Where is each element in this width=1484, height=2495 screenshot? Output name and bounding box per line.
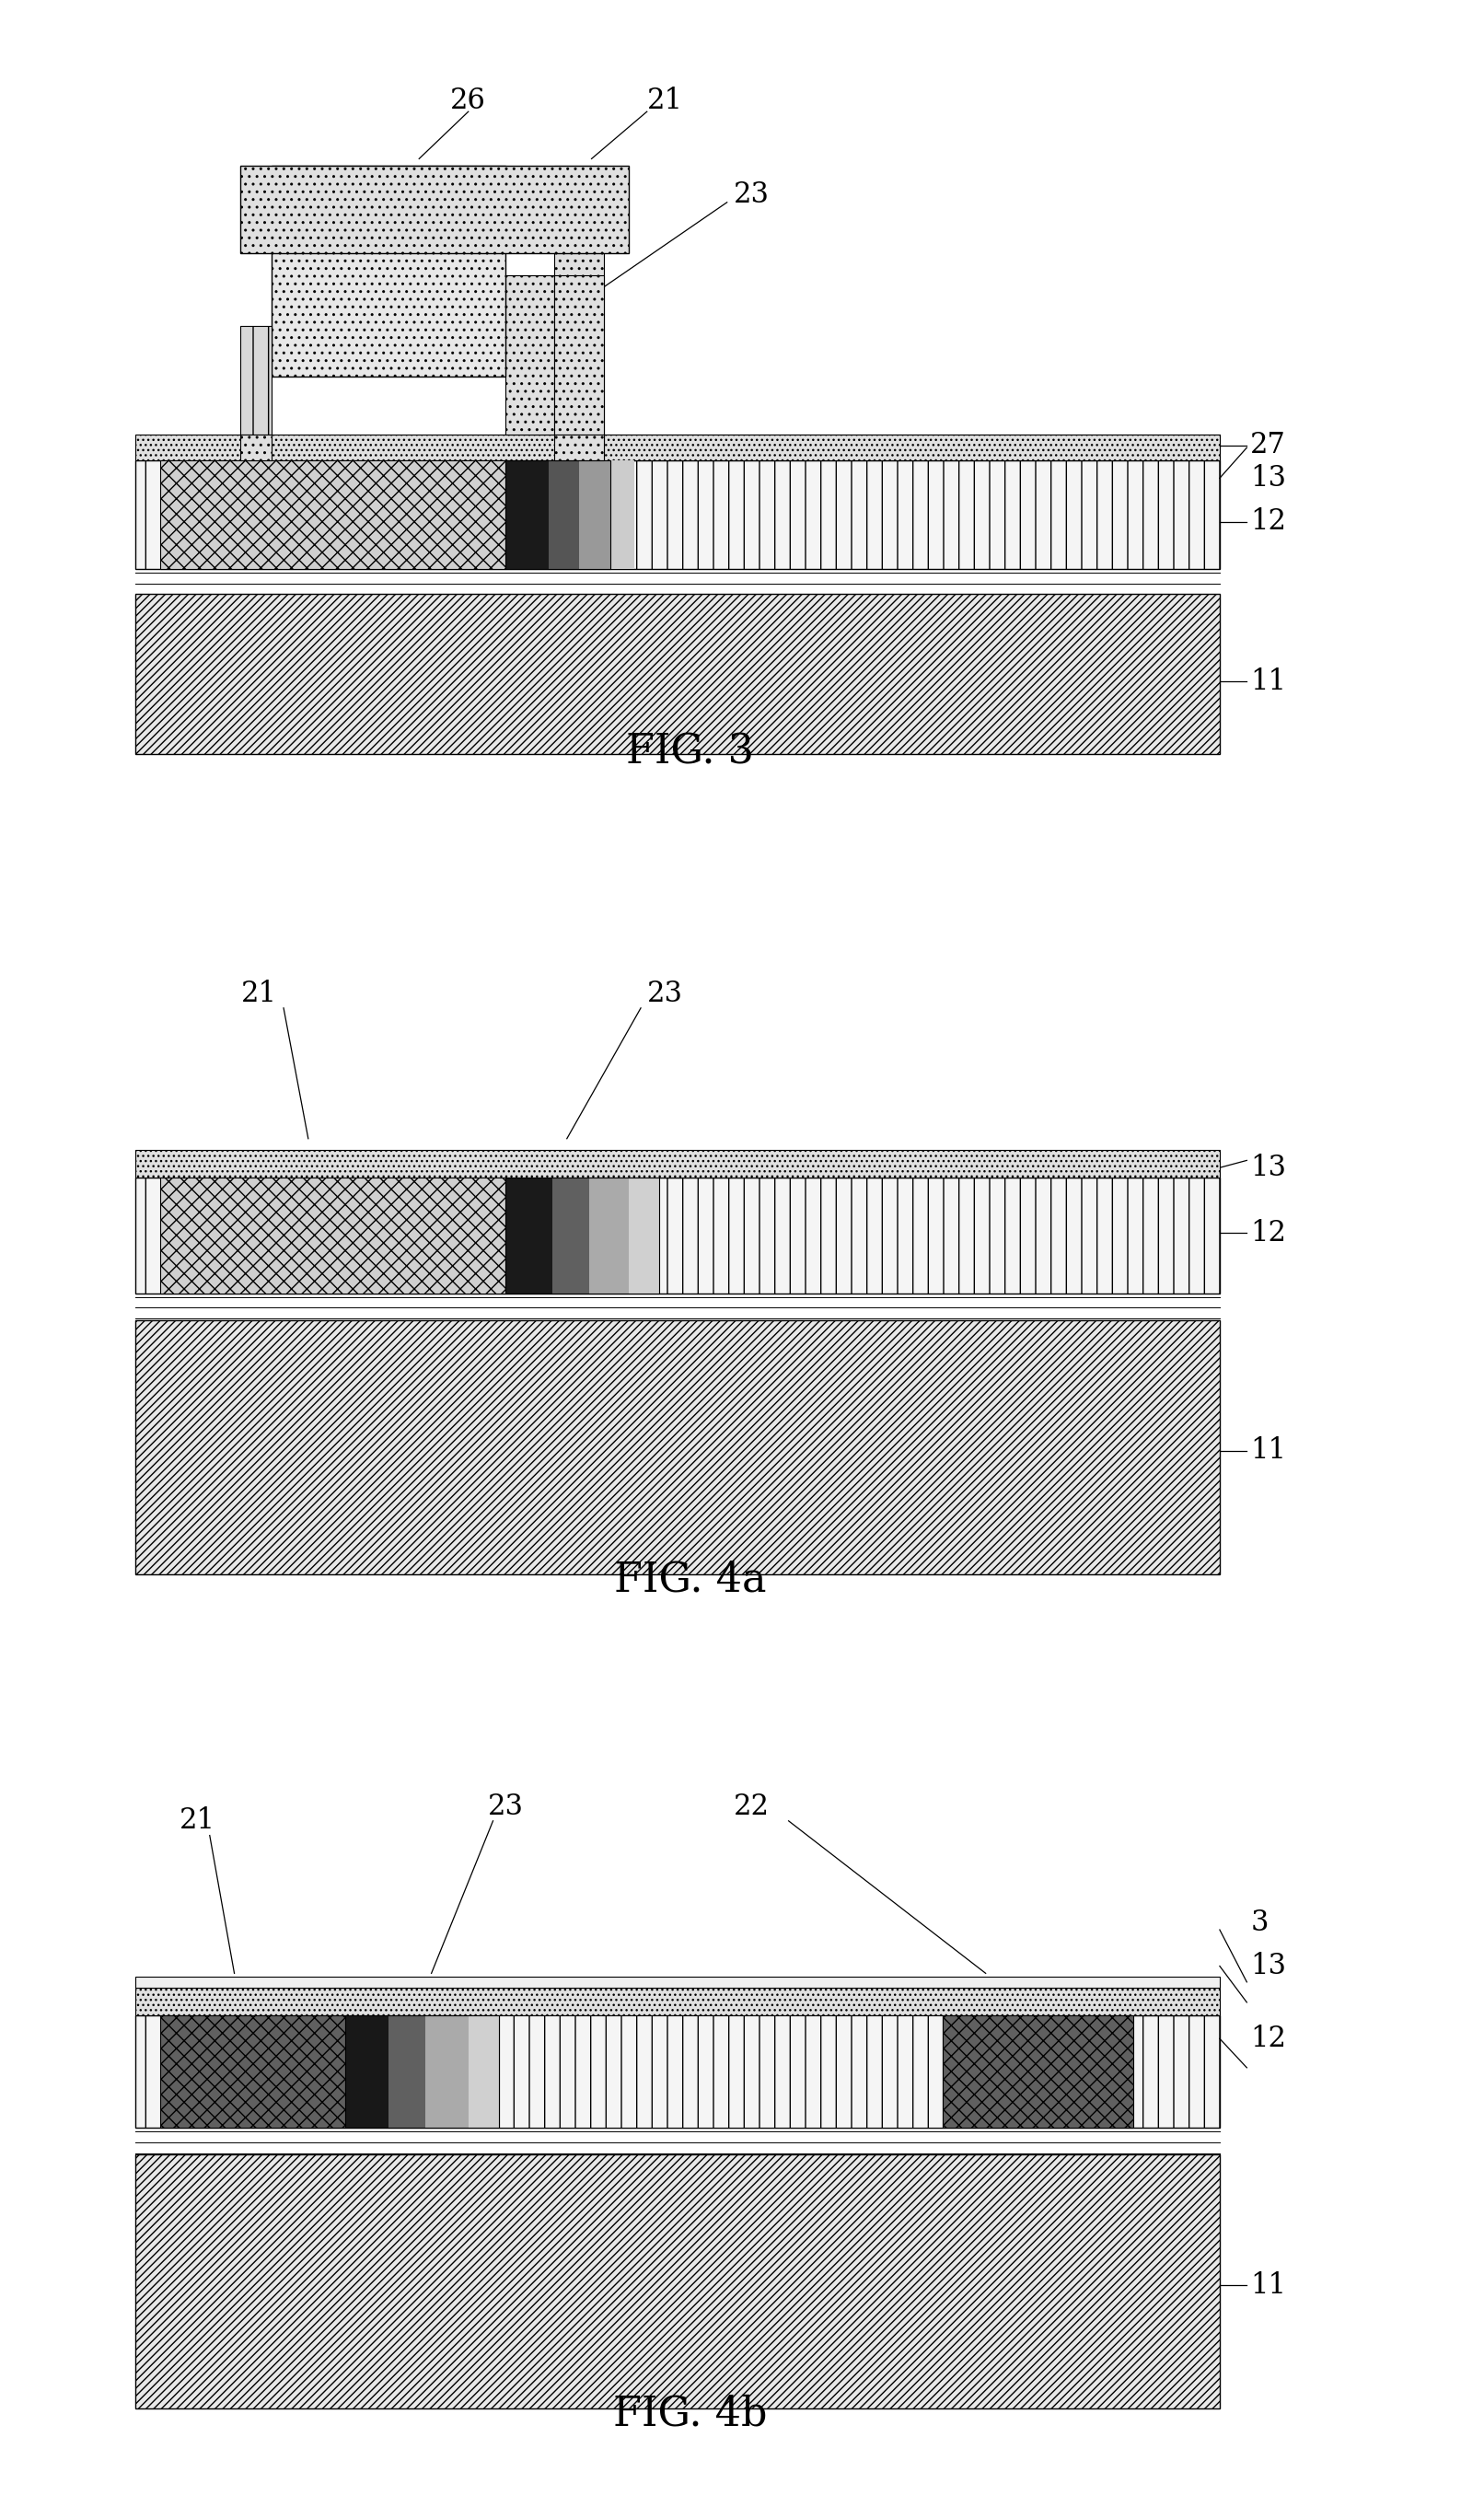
- Bar: [160, 2016, 346, 2128]
- Bar: [137, 1989, 1220, 2016]
- Bar: [505, 274, 555, 434]
- Bar: [552, 1178, 589, 1292]
- Text: 13: 13: [1251, 464, 1287, 492]
- Bar: [160, 1178, 505, 1292]
- Bar: [579, 459, 610, 569]
- Bar: [555, 167, 604, 434]
- Bar: [505, 1178, 552, 1292]
- Bar: [604, 434, 1220, 459]
- Bar: [137, 2016, 1220, 2128]
- Text: FIG. 3: FIG. 3: [626, 734, 754, 771]
- Bar: [505, 459, 610, 569]
- Bar: [610, 459, 635, 569]
- Bar: [555, 434, 604, 459]
- Bar: [346, 2016, 499, 2128]
- Text: 21: 21: [180, 1806, 215, 1836]
- Bar: [629, 1178, 659, 1292]
- Text: 23: 23: [487, 1791, 524, 1821]
- Text: 23: 23: [647, 978, 683, 1008]
- Bar: [499, 2016, 942, 2128]
- Text: 11: 11: [1251, 666, 1287, 696]
- Bar: [240, 434, 272, 459]
- Bar: [240, 327, 272, 434]
- Bar: [160, 459, 505, 569]
- Text: FIG. 4a: FIG. 4a: [614, 1559, 766, 1599]
- Text: 12: 12: [1251, 506, 1287, 536]
- Bar: [137, 1976, 1220, 1989]
- Bar: [389, 2016, 426, 2128]
- Text: 12: 12: [1251, 2023, 1287, 2053]
- Bar: [469, 2016, 499, 2128]
- Text: 22: 22: [733, 1791, 770, 1821]
- Text: FIG. 4b: FIG. 4b: [613, 2395, 767, 2435]
- Bar: [137, 1178, 1220, 1292]
- Bar: [346, 2016, 389, 2128]
- Bar: [137, 1150, 1220, 1178]
- Bar: [505, 459, 549, 569]
- Bar: [589, 1178, 629, 1292]
- Text: 13: 13: [1251, 1951, 1287, 1981]
- Text: 11: 11: [1251, 2270, 1287, 2300]
- Bar: [137, 459, 1220, 569]
- Bar: [549, 459, 579, 569]
- Bar: [137, 2156, 1220, 2408]
- Bar: [137, 434, 1220, 459]
- Bar: [272, 167, 505, 377]
- Text: 11: 11: [1251, 1437, 1287, 1465]
- Text: 23: 23: [733, 180, 770, 210]
- Text: 3: 3: [1251, 1909, 1269, 1936]
- Bar: [505, 1178, 659, 1292]
- Bar: [555, 274, 604, 434]
- Text: 21: 21: [240, 978, 278, 1008]
- Bar: [137, 1320, 1220, 1574]
- Bar: [137, 594, 1220, 753]
- Text: 26: 26: [451, 87, 487, 115]
- Bar: [942, 2016, 1134, 2128]
- Text: 27: 27: [1251, 432, 1287, 459]
- Bar: [240, 167, 629, 252]
- Text: 12: 12: [1251, 1218, 1287, 1248]
- Text: 13: 13: [1251, 1153, 1287, 1183]
- Text: 21: 21: [647, 87, 683, 115]
- Bar: [426, 2016, 469, 2128]
